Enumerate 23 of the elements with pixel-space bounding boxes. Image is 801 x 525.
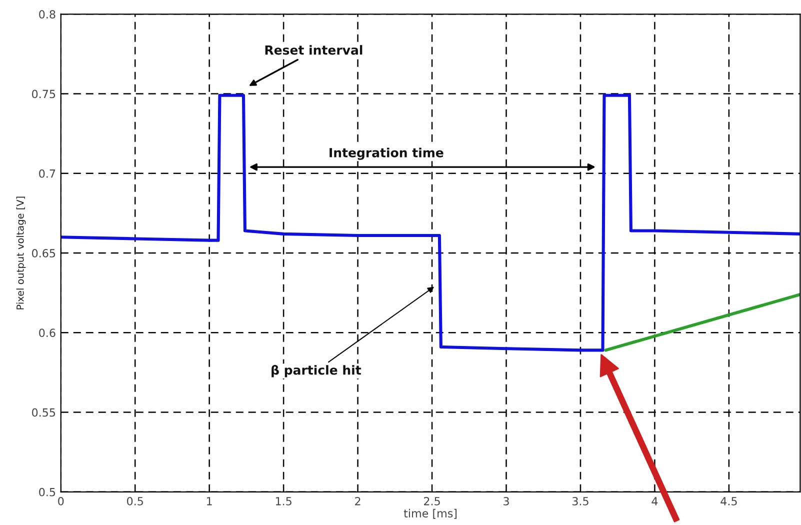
y-axis-title: Pixel output voltage [V]	[16, 196, 26, 310]
annotation: β particle hit	[272, 364, 362, 378]
x-tick-label: 2.5	[424, 496, 440, 506]
y-tick-label: 0.7	[39, 169, 56, 178]
annotation: Reset interval	[265, 45, 362, 55]
x-tick-label: 1.5	[276, 497, 292, 506]
y-tick-label: 0.55	[32, 408, 56, 417]
x-tick-label: 1	[207, 497, 212, 506]
line-series	[60, 94, 800, 352]
y-tick-label: 0.75	[32, 90, 56, 98]
x-tick-label: 0.5	[127, 496, 143, 506]
x-tick-label: 0	[58, 496, 64, 506]
annotation: Integration time	[330, 148, 444, 160]
x-tick-label: 3.5	[572, 496, 588, 506]
x-axis-title: time [ms]	[404, 508, 457, 519]
y-tick-label: 0.8	[39, 10, 56, 19]
x-tick-label: 4.5	[720, 497, 737, 506]
x-tick-label: 4	[652, 497, 658, 506]
y-tick-label: 0.6	[39, 328, 56, 338]
y-tick-label: 0.5	[39, 488, 56, 496]
y-tick-label: 0.65	[32, 249, 56, 258]
x-tick-label: 2	[355, 496, 360, 506]
x-tick-label: 3	[504, 496, 509, 506]
